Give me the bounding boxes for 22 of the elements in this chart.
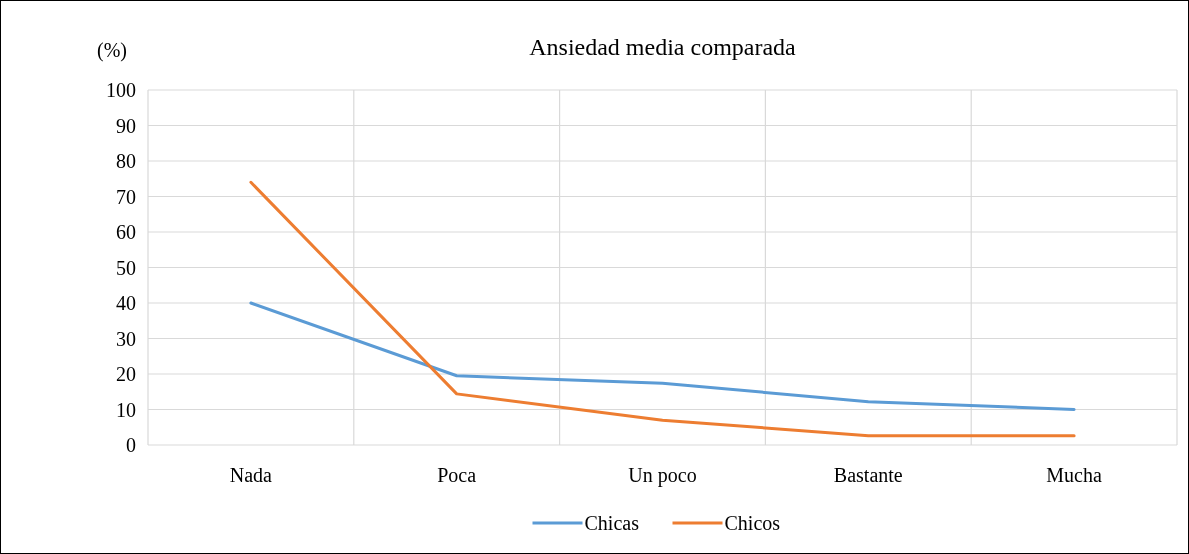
legend-label: Chicos — [724, 512, 781, 534]
chart-title: Ansiedad media comparada — [529, 34, 797, 60]
y-tick-label: 60 — [116, 221, 136, 243]
x-tick-label: Un poco — [628, 464, 697, 487]
line-series — [249, 180, 1076, 438]
y-tick-label: 40 — [116, 292, 136, 314]
x-tick-label: Poca — [437, 464, 477, 486]
x-tick-label: Nada — [229, 464, 273, 486]
legend-label: Chicas — [584, 512, 640, 534]
y-tick-label: 30 — [116, 327, 136, 350]
y-tick-label: 80 — [116, 150, 136, 172]
y-tick-label: 20 — [116, 363, 136, 385]
y-tick-label: 90 — [116, 114, 136, 137]
line-series — [249, 301, 1076, 411]
x-tick-label: Mucha — [1046, 464, 1102, 486]
y-tick-label: 50 — [116, 256, 136, 279]
y-tick-label: 70 — [116, 185, 136, 208]
y-tick-label: 0 — [126, 434, 136, 456]
y-tick-label: 10 — [116, 398, 136, 421]
y-tick-label: 100 — [106, 79, 136, 101]
x-tick-label: Bastante — [833, 464, 903, 486]
y-axis-title: (%) — [97, 39, 127, 62]
